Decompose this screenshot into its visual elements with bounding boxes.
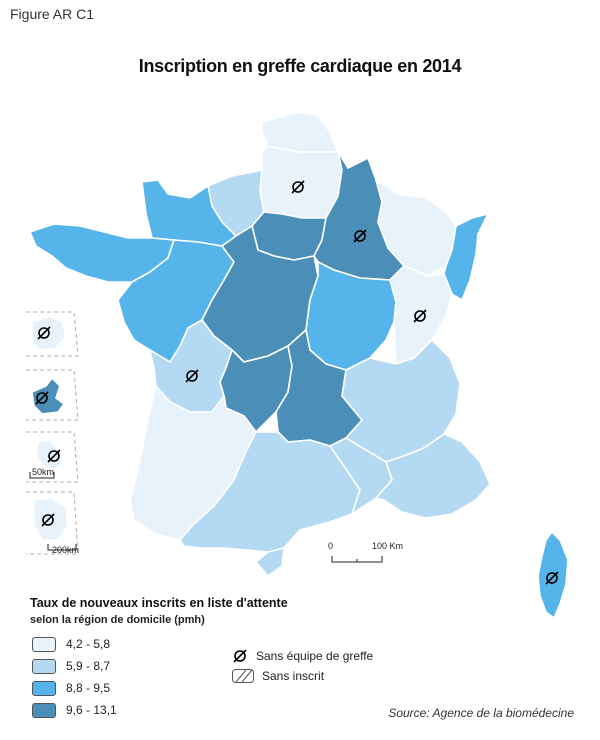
region-nord-pas-de-calais [261,111,339,153]
legend-item-class-3: 8,8 - 9,5 [32,680,110,696]
no-team-label: Sans équipe de greffe [256,649,374,663]
dom-frame-martinique [26,431,79,483]
dom-scale-bar-small: 50km [29,467,55,479]
legend-label: 5,9 - 8,7 [66,659,111,673]
empty-set-icon [413,309,427,323]
legend-item-class-2: 5,9 - 8,7 [32,658,110,674]
no-registered-label: Sans inscrit [262,669,325,683]
empty-set-icon [353,229,367,243]
scale-label-end: 100 Km [372,541,403,551]
legend-swatch [32,702,56,718]
empty-set-icon [35,391,49,405]
legend-item-class-1: 4,2 - 5,8 [32,636,110,652]
map-title: Inscription en greffe cardiaque en 2014 [138,56,462,76]
empty-set-icon [47,449,61,463]
legend-label: 9,6 - 13,1 [66,703,117,717]
region-provence-alpes-cote-dazur [375,433,491,519]
empty-set-icon [233,649,247,663]
legend-item-no-team: Sans équipe de greffe [232,648,373,664]
legend-swatch [32,680,56,696]
legend-label: 4,2 - 5,8 [66,637,111,651]
region-corse [537,531,569,619]
main-scale-bar: 0 100 Km [328,541,403,563]
legend-subtitle: selon la région de domicile (pmh) [30,614,205,626]
legend-swatch [32,636,56,652]
legend-item-no-registered: Sans inscrit [232,668,324,684]
region-guyane [33,497,69,541]
scale-label-50km: 50km [32,467,54,477]
legend-label: 8,8 - 9,5 [66,681,111,695]
source-note: Source: Agence de la biomédecine [388,706,574,720]
empty-set-icon [291,180,305,194]
dom-frame-reunion [26,311,79,357]
scale-label-200km: 200km [52,545,79,555]
scale-label-zero: 0 [328,541,333,551]
legend-swatch [32,658,56,674]
dom-scale-bar-large: 200km [47,544,79,555]
empty-set-icon [545,571,559,585]
empty-set-icon [185,369,199,383]
hatched-swatch-icon [232,669,254,683]
region-guadeloupe [31,377,65,415]
empty-set-icon [41,513,55,527]
region-alsace [443,213,489,301]
figure-label: Figure AR C1 [10,6,95,22]
region-picardie [259,145,343,219]
legend-title: Taux de nouveaux inscrits en liste d'att… [30,596,288,610]
empty-set-icon [37,326,51,340]
dom-frame-guyane [26,491,79,555]
dom-frame-guadeloupe [26,369,79,421]
legend-item-class-4: 9,6 - 13,1 [32,702,117,718]
